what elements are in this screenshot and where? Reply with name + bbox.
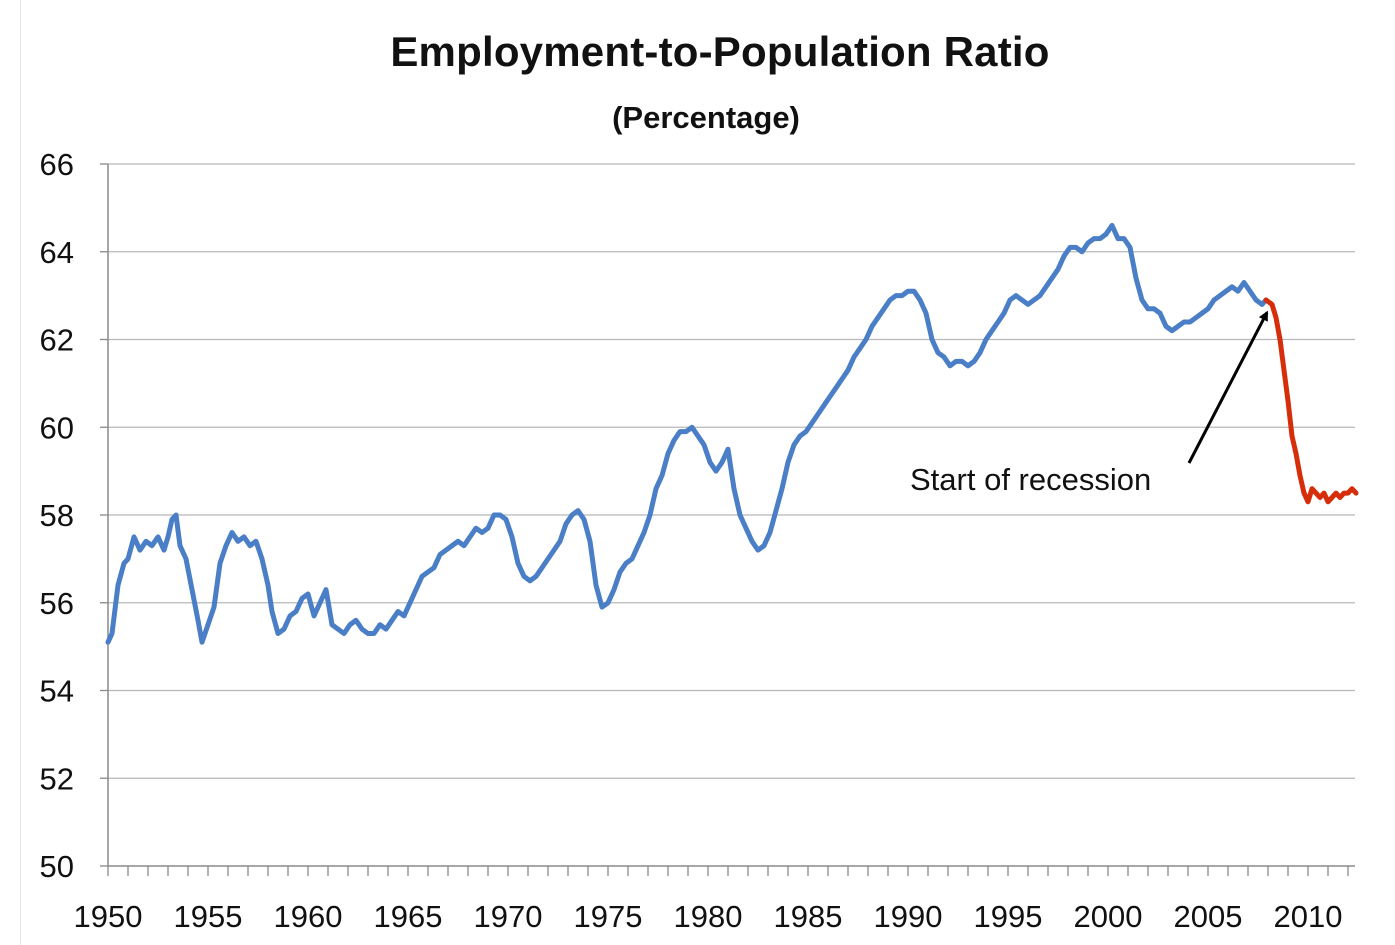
y-tick-label-50: 50 [40,849,74,884]
x-tick-label-1960: 1960 [274,899,343,934]
x-tick-label-2005: 2005 [1174,899,1243,934]
x-tick-label-1985: 1985 [774,899,843,934]
x-tick-label-1990: 1990 [874,899,943,934]
x-tick-label-1965: 1965 [374,899,443,934]
x-tick-label-1980: 1980 [674,899,743,934]
x-tick-labels: 1950 1955 1960 1965 1970 1975 1980 1985 1990 1995… [74,899,1343,934]
series-lines [105,222,1359,645]
x-tick-label-1955: 1955 [174,899,243,934]
annotations: Start of recession [910,310,1269,497]
y-tick-label-54: 54 [40,674,74,709]
y-tick-labels: 50 52 54 56 58 60 62 64 66 [40,147,74,884]
series-line-1 [1263,297,1359,505]
annotation-label-0: Start of recession [910,462,1151,497]
y-tick-label-52: 52 [40,761,74,796]
y-tick-label-58: 58 [40,498,74,533]
series-line-0 [105,222,1269,645]
x-tick-label-1995: 1995 [974,899,1043,934]
y-tick-label-62: 62 [40,323,74,358]
y-tick-label-60: 60 [40,410,74,445]
chart-title: Employment-to-Population Ratio [390,28,1050,75]
grid-lines [108,163,1355,779]
y-tick-label-66: 66 [40,147,74,182]
y-tick-label-64: 64 [40,235,74,270]
y-tick-label-56: 56 [40,586,74,621]
left-border-rule [20,0,21,945]
axes [100,163,1355,876]
x-tick-label-1975: 1975 [574,899,643,934]
annotation-arrow-0 [1187,310,1269,464]
x-tick-label-1950: 1950 [74,899,143,934]
x-tick-label-1970: 1970 [474,899,543,934]
x-tick-label-2010: 2010 [1274,899,1343,934]
chart-subtitle: (Percentage) [612,100,800,135]
x-tick-label-2000: 2000 [1074,899,1143,934]
